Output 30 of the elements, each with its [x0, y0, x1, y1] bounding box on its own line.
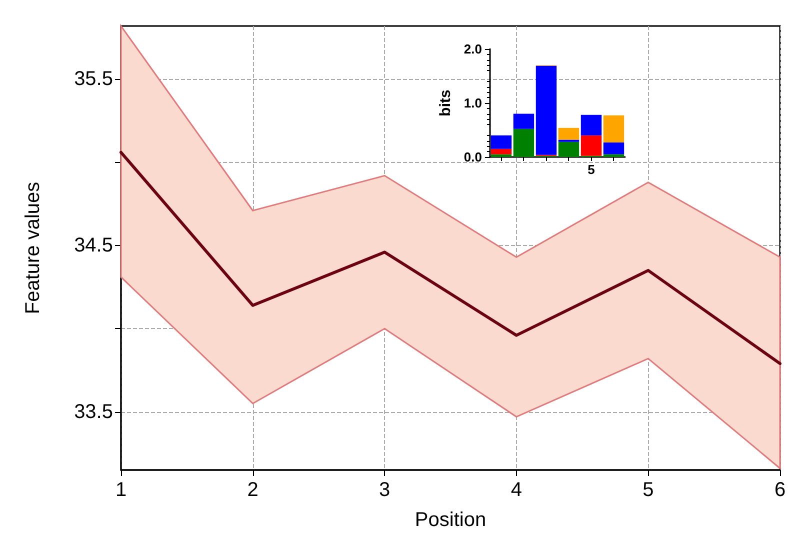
bar — [558, 128, 580, 140]
y-tick-label: 33.5 — [74, 400, 113, 423]
y-axis-title: bits — [437, 90, 454, 116]
x-tick-label: 1 — [115, 479, 127, 501]
bar — [558, 142, 580, 157]
bar — [603, 142, 624, 154]
bar — [490, 135, 512, 149]
x-tick-label: 6 — [774, 479, 786, 501]
y-tick-label: 35.5 — [74, 68, 113, 90]
y-tick-label: 1.0 — [464, 96, 482, 110]
bar — [603, 115, 624, 142]
y-tick-label: 0.0 — [464, 150, 482, 164]
x-tick-label: 4 — [510, 479, 522, 501]
bar — [513, 114, 534, 129]
x-tick-label: 5 — [588, 162, 595, 177]
y-tick-label: 2.0 — [464, 42, 482, 56]
bar — [490, 154, 512, 157]
y-tick-label: 34.5 — [74, 234, 113, 257]
bar — [580, 114, 602, 136]
y-axis-title: Feature values — [22, 182, 44, 314]
bar — [513, 128, 534, 157]
x-tick-label: 2 — [247, 479, 258, 501]
line-series — [120, 150, 782, 366]
x-tick-label: 3 — [379, 479, 390, 501]
bar — [490, 148, 512, 154]
x-axis-title: Position — [414, 509, 486, 531]
bar — [603, 154, 624, 157]
bar — [580, 135, 602, 156]
x-tick-label: 5 — [642, 479, 654, 501]
bar — [536, 66, 557, 155]
